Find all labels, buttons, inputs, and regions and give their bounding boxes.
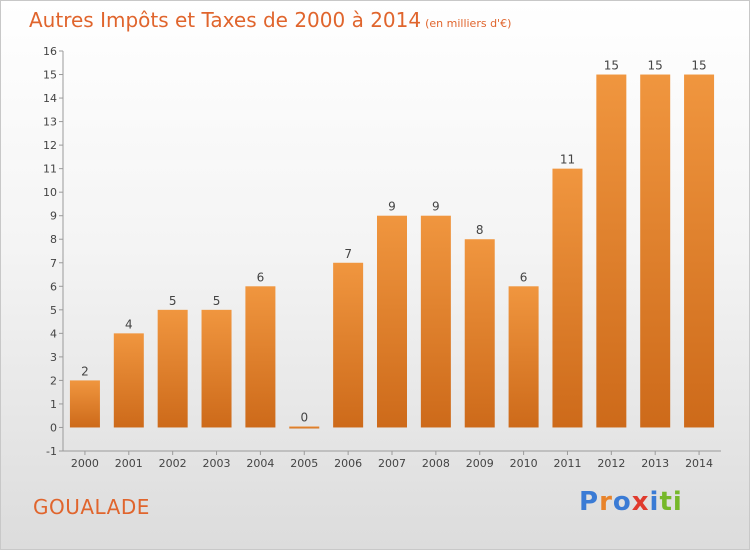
y-tick-label: 1: [50, 398, 57, 411]
logo-letter: P: [579, 487, 600, 517]
x-tick-label: 2005: [290, 457, 318, 470]
chart-unit-note: (en milliers d'€): [425, 17, 512, 30]
bar: [640, 74, 671, 428]
x-tick-label: 2001: [115, 457, 143, 470]
x-tick-label: 2010: [510, 457, 538, 470]
logo-letter: i: [672, 487, 683, 517]
x-tick-label: 2013: [641, 457, 669, 470]
y-tick-label: -1: [46, 445, 57, 458]
y-tick-label: 5: [50, 304, 57, 317]
x-tick-label: 2009: [466, 457, 494, 470]
chart-title: Autres Impôts et Taxes de 2000 à 2014 (en…: [29, 8, 511, 32]
x-tick-label: 2000: [71, 457, 99, 470]
bar-value-label: 15: [648, 59, 663, 73]
bar: [289, 426, 320, 429]
bar-value-label: 5: [169, 294, 177, 308]
bar-value-label: 7: [344, 247, 352, 261]
bar-value-label: 6: [257, 270, 265, 284]
x-tick-label: 2004: [246, 457, 274, 470]
y-tick-label: 13: [43, 116, 57, 129]
y-tick-label: 16: [43, 45, 57, 58]
y-tick-label: 4: [50, 327, 57, 340]
proxiti-logo: Proxiti: [579, 487, 683, 517]
bar: [552, 168, 583, 428]
bar-value-label: 6: [520, 270, 528, 284]
logo-letter: r: [599, 487, 613, 517]
bar: [245, 286, 276, 428]
bar-value-label: 4: [125, 317, 133, 331]
x-tick-label: 2007: [378, 457, 406, 470]
y-tick-label: 3: [50, 351, 57, 364]
bar-value-label: 11: [560, 153, 575, 167]
y-tick-label: 8: [50, 233, 57, 246]
bar: [377, 215, 407, 428]
logo-letter: i: [649, 487, 660, 517]
y-tick-label: 2: [50, 374, 57, 387]
bar: [596, 74, 627, 428]
bar: [333, 262, 364, 428]
logo-letter: t: [659, 487, 673, 517]
bar-value-label: 0: [300, 410, 308, 424]
y-tick-label: 0: [50, 421, 57, 434]
x-tick-label: 2014: [685, 457, 713, 470]
logo-letter: x: [631, 487, 650, 517]
x-tick-label: 2003: [203, 457, 231, 470]
bar-value-label: 15: [604, 59, 619, 73]
y-tick-label: 9: [50, 210, 57, 223]
bar: [69, 380, 100, 428]
bar-value-label: 5: [213, 294, 221, 308]
chart-title-text: Autres Impôts et Taxes de 2000 à 2014: [29, 8, 422, 32]
bar: [464, 239, 495, 428]
x-tick-label: 2006: [334, 457, 362, 470]
bar: [113, 333, 144, 428]
bar-value-label: 2: [81, 364, 89, 378]
bar: [420, 215, 451, 428]
x-tick-label: 2011: [553, 457, 581, 470]
bar: [508, 286, 539, 428]
bar: [684, 74, 715, 428]
commune-name: GOUALADE: [33, 495, 150, 519]
y-tick-label: 15: [43, 69, 57, 82]
y-tick-label: 11: [43, 163, 57, 176]
bar-value-label: 8: [476, 223, 484, 237]
bar: [157, 309, 188, 428]
y-tick-label: 7: [50, 257, 57, 270]
y-tick-label: 12: [43, 139, 57, 152]
logo-letter: o: [612, 487, 632, 517]
y-tick-label: 14: [43, 92, 57, 105]
x-tick-label: 2008: [422, 457, 450, 470]
bar-value-label: 9: [432, 200, 440, 214]
bar: [201, 309, 232, 428]
y-tick-label: 6: [50, 280, 57, 293]
x-tick-label: 2002: [159, 457, 187, 470]
y-tick-label: 10: [43, 186, 57, 199]
bar-value-label: 15: [691, 59, 706, 73]
bar-value-label: 9: [388, 200, 396, 214]
x-tick-label: 2012: [597, 457, 625, 470]
